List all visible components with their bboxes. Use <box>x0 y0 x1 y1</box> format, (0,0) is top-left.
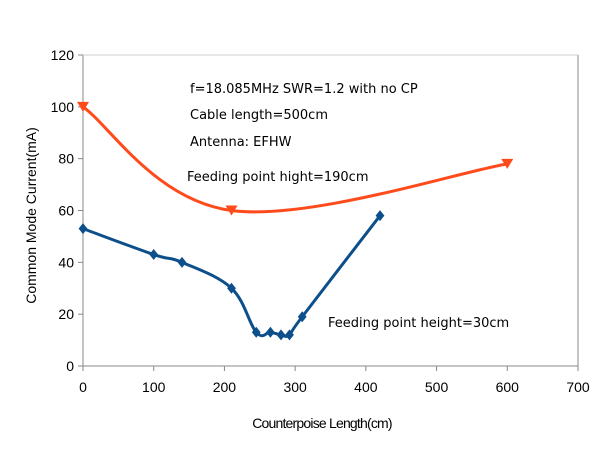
x-tick-label: 500 <box>425 379 449 395</box>
series-2-point <box>375 210 385 222</box>
annotation-4: Feeding point hight=190cm <box>187 170 369 185</box>
x-tick-label: 700 <box>566 379 590 395</box>
series-2-point <box>285 329 294 341</box>
series-2-point <box>297 311 307 323</box>
x-tick-label: 100 <box>142 379 166 395</box>
annotations: f=18.085MHz SWR=1.2 with no CP Cable leng… <box>187 82 509 331</box>
x-tick-label: 300 <box>283 379 307 395</box>
y-tick-label: 40 <box>58 254 74 270</box>
y-tick-label: 20 <box>58 306 74 322</box>
series-2-point <box>177 256 187 268</box>
x-tick-label: 200 <box>213 379 237 395</box>
plot-area <box>77 101 514 341</box>
series-2-point <box>227 282 236 294</box>
x-tick-label: 600 <box>496 379 520 395</box>
y-tick-label: 60 <box>58 203 74 219</box>
series-2-line <box>81 214 382 338</box>
annotation-2: Cable length=500cm <box>190 108 328 123</box>
series-1-point <box>501 158 514 169</box>
x-axis-label: Counterpoise Length(cm) <box>252 415 392 431</box>
y-tick-label: 120 <box>51 47 75 63</box>
series-2-point <box>78 223 88 235</box>
y-tick-label: 0 <box>66 358 74 374</box>
annotation-1: f=18.085MHz SWR=1.2 with no CP <box>190 82 418 97</box>
series-2-point <box>276 329 286 341</box>
annotation-3: Antenna: EFHW <box>190 135 292 150</box>
series-2-point <box>149 249 159 261</box>
x-tick-label: 400 <box>354 379 378 395</box>
y-axis-label: Common Mode Current(mA) <box>23 127 39 304</box>
series-1-point <box>77 101 89 112</box>
series-2-point <box>251 326 261 338</box>
y-tick-label: 100 <box>51 99 75 115</box>
y-tick-label: 80 <box>58 151 74 167</box>
annotation-5: Feeding point height=30cm <box>328 316 509 331</box>
x-tick-label: 0 <box>79 379 87 395</box>
tick-labels: 0 100 200 300 400 500 600 700 0 20 40 60 80 100 120 <box>51 47 590 395</box>
series-2-point <box>265 326 275 338</box>
series-1-point <box>225 205 238 216</box>
